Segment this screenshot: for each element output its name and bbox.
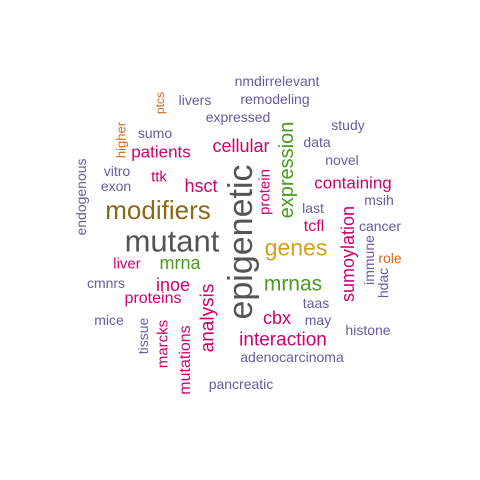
word-remodeling: remodeling	[240, 91, 310, 107]
word-mutations: mutations	[177, 325, 194, 395]
word-study: study	[331, 117, 365, 133]
word-containing: containing	[314, 173, 392, 193]
word-data: data	[303, 134, 331, 150]
word-sumoylation: sumoylation	[338, 205, 358, 303]
word-cellular: cellular	[212, 136, 270, 156]
word-may: may	[304, 312, 332, 328]
word-histone: histone	[345, 322, 391, 338]
word-adenocarcinoma: adenocarcinoma	[240, 349, 344, 365]
word-ptcs: ptcs	[153, 91, 167, 115]
word-livers: livers	[178, 92, 212, 108]
word-ttk: ttk	[151, 168, 167, 186]
word-genes: genes	[264, 234, 328, 261]
word-interaction: interaction	[239, 329, 327, 351]
word-expressed: expressed	[205, 109, 271, 125]
word-proteins: proteins	[124, 290, 182, 307]
word-liver: liver	[113, 255, 141, 273]
word-role: role	[378, 250, 402, 266]
word-inoe: inoe	[155, 275, 191, 295]
word-sumo: sumo	[137, 125, 173, 141]
word-immune: immune	[361, 235, 377, 285]
word-exon: exon	[100, 178, 132, 194]
word-analysis: analysis	[197, 283, 219, 353]
word-cmnrs: cmnrs	[86, 275, 126, 291]
word-endogenous: endogenous	[73, 158, 89, 236]
word-novel: novel	[325, 152, 359, 168]
word-msih: msih	[364, 192, 394, 208]
word-epigenetic: epigenetic	[222, 164, 260, 320]
word-tcfl: tcfl	[303, 218, 325, 235]
word-pancreatic: pancreatic	[208, 376, 274, 392]
word-hdac: hdac	[375, 267, 391, 299]
word-taas: taas	[302, 295, 330, 311]
word-cancer: cancer	[358, 218, 402, 234]
word-higher: higher	[113, 121, 129, 159]
word-expression: expression	[276, 121, 298, 219]
word-last: last	[302, 200, 324, 216]
word-mrnas: mrnas	[263, 272, 323, 296]
word-mice: mice	[94, 312, 124, 328]
word-marcks: marcks	[154, 319, 172, 369]
word-mrna: mrna	[159, 253, 201, 273]
word-vitro: vitro	[103, 163, 131, 179]
word-tissue: tissue	[135, 317, 151, 355]
word-modifiers: modifiers	[105, 195, 211, 225]
word-mutant: mutant	[124, 223, 220, 259]
word-protein: protein	[256, 169, 274, 215]
word-nmdirrelevant: nmdirrelevant	[234, 73, 320, 89]
word-patients: patients	[131, 142, 191, 162]
word-cbx: cbx	[262, 308, 292, 328]
word-hsct: hsct	[184, 176, 218, 196]
